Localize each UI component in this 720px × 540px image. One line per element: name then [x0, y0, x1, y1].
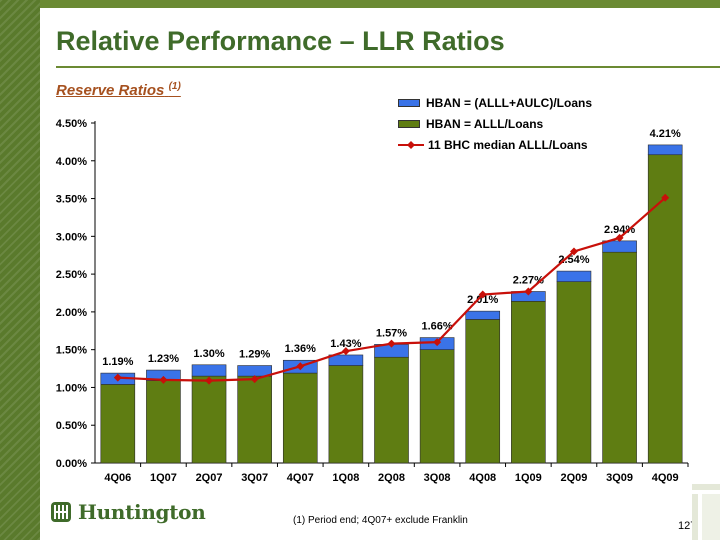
median-point	[661, 193, 670, 202]
x-tick-label: 2Q09	[561, 472, 588, 484]
y-tick-label: 2.00%	[56, 307, 87, 319]
median-point	[524, 287, 533, 296]
bar-alll	[374, 356, 409, 464]
page-title: Relative Performance – LLR Ratios	[56, 26, 505, 56]
median-point	[205, 376, 214, 385]
x-tick-label: 4Q08	[469, 472, 496, 484]
x-tick-label: 1Q09	[515, 472, 542, 484]
legend-item-alll: HBAN = ALLL/Loans	[398, 117, 543, 131]
x-tick-label: 2Q07	[196, 472, 223, 484]
x-tick-label: 4Q09	[652, 472, 679, 484]
subtitle-footnote-ref: (1)	[168, 81, 181, 92]
x-tick-label: 3Q08	[424, 472, 451, 484]
legend-label: HBAN = ALLL/Loans	[426, 117, 544, 131]
data-label: 1.23%	[148, 353, 179, 365]
bar-alll	[282, 372, 318, 464]
y-tick-label: 4.50%	[56, 118, 87, 130]
y-tick-label: 3.00%	[56, 231, 87, 243]
median-point	[433, 338, 442, 347]
bar-alll	[100, 384, 136, 464]
top-decorative-strip	[40, 0, 720, 8]
bar-aulc	[191, 364, 227, 377]
data-label: 2.94%	[604, 224, 635, 236]
y-tick-label: 1.50%	[56, 345, 87, 357]
legend-item-aulc: HBAN = (ALLL+AULC)/Loans	[398, 96, 592, 110]
bar-aulc	[556, 270, 592, 282]
bar-alll	[465, 319, 501, 464]
median-point	[250, 375, 259, 384]
data-label: 1.19%	[102, 356, 133, 368]
median-point	[113, 373, 122, 382]
x-tick-label: 4Q06	[104, 472, 131, 484]
logo-text: Huntington	[78, 500, 206, 524]
data-label: 4.21%	[650, 128, 681, 140]
x-tick-label: 2Q08	[378, 472, 405, 484]
title-rule	[56, 66, 720, 68]
bar-aulc	[328, 354, 364, 366]
left-decorative-bar	[0, 0, 40, 540]
legend-swatch	[398, 99, 420, 107]
data-label: 1.43%	[330, 338, 361, 350]
legend-label: HBAN = (ALLL+AULC)/Loans	[426, 96, 592, 110]
x-tick-label: 4Q07	[287, 472, 314, 484]
data-label: 1.66%	[422, 321, 453, 333]
y-tick-label: 0.00%	[56, 458, 87, 470]
median-point	[387, 339, 396, 348]
left-bar-texture	[0, 0, 40, 540]
median-point	[569, 247, 578, 256]
huntington-logo: Huntington	[50, 500, 206, 524]
median-point	[615, 233, 624, 242]
y-tick-label: 3.50%	[56, 194, 87, 206]
y-tick-label: 0.50%	[56, 420, 87, 432]
page-number: 127	[678, 520, 697, 532]
bar-alll	[556, 281, 592, 464]
bar-alll	[647, 154, 683, 464]
median-point	[159, 375, 168, 384]
footnote: (1) Period end; 4Q07+ exclude Franklin	[293, 515, 468, 526]
bar-alll	[237, 375, 272, 464]
bar-aulc	[602, 240, 637, 253]
legend-swatch	[398, 141, 424, 149]
chart-subtitle: Reserve Ratios (1)	[56, 81, 181, 99]
median-point	[296, 362, 305, 371]
legend-item-median: 11 BHC median ALLL/Loans	[398, 138, 588, 152]
x-tick-label: 3Q09	[606, 472, 633, 484]
data-label: 1.30%	[193, 348, 224, 360]
bar-alll	[191, 375, 227, 464]
median-point	[341, 347, 350, 356]
bar-alll	[146, 380, 181, 464]
huntington-logo-mark	[51, 502, 71, 522]
y-tick-label: 1.00%	[56, 382, 87, 394]
x-tick-label: 1Q08	[332, 472, 359, 484]
bar-aulc	[237, 365, 272, 377]
x-tick-label: 3Q07	[241, 472, 268, 484]
bar-alll	[511, 301, 546, 464]
data-label: 1.29%	[239, 349, 270, 361]
data-label: 1.57%	[376, 327, 407, 339]
bar-alll	[328, 365, 364, 464]
y-tick-label: 4.00%	[56, 156, 87, 168]
corner-decoration	[692, 484, 720, 540]
subtitle-text: Reserve Ratios	[56, 82, 165, 99]
legend-label: 11 BHC median ALLL/Loans	[428, 138, 588, 152]
bar-alll	[602, 251, 637, 464]
x-tick-label: 1Q07	[150, 472, 177, 484]
bar-aulc	[465, 310, 501, 320]
bar-aulc	[647, 144, 683, 156]
data-label: 1.36%	[285, 343, 316, 355]
y-tick-label: 2.50%	[56, 269, 87, 281]
median-point	[478, 290, 487, 299]
legend-swatch	[398, 120, 420, 128]
bar-alll	[419, 349, 455, 464]
